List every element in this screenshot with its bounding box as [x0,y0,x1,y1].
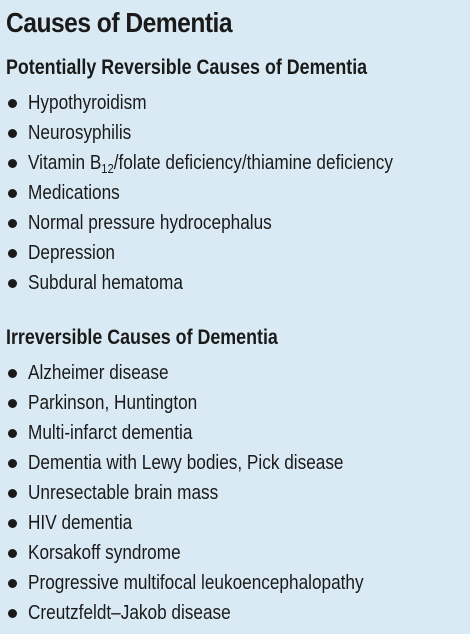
list-item: HIV dementia [6,508,460,538]
bullet-icon [8,99,17,108]
list-item: Progressive multifocal leukoencephalopat… [6,568,460,598]
bullet-icon [8,549,17,558]
bullet-icon [8,189,17,198]
bullet-icon [8,489,17,498]
page-title: Causes of Dementia [6,7,233,38]
bullet-icon [8,459,17,468]
list-item: Alzheimer disease [6,358,460,388]
list-item: Hypothyroidism [6,88,460,118]
bullet-icon [8,579,17,588]
irreversible-causes-list: Alzheimer disease Parkinson, Huntington … [6,358,460,628]
bullet-icon [8,129,17,138]
bullet-icon [8,399,17,408]
bullet-icon [8,159,17,168]
list-item: Vitamin B12/folate deficiency/thiamine d… [6,148,460,178]
list-item: Dementia with Lewy bodies, Pick disease [6,448,460,478]
bullet-icon [8,429,17,438]
list-item: Multi-infarct dementia [6,418,460,448]
reversible-causes-list: Hypothyroidism Neurosyphilis Vitamin B12… [6,88,460,298]
bullet-icon [8,609,17,618]
list-item: Depression [6,238,460,268]
list-item: Korsakoff syndrome [6,538,460,568]
list-item: Unresectable brain mass [6,478,460,508]
bullet-icon [8,219,17,228]
irreversible-causes-heading: Irreversible Causes of Dementia [6,326,278,349]
list-item: Parkinson, Huntington [6,388,460,418]
bullet-icon [8,249,17,258]
list-item: Creutzfeldt–Jakob disease [6,598,460,628]
bullet-icon [8,519,17,528]
bullet-icon [8,369,17,378]
reversible-causes-heading: Potentially Reversible Causes of Dementi… [6,56,368,79]
list-item: Neurosyphilis [6,118,460,148]
list-item: Medications [6,178,460,208]
list-item: Subdural hematoma [6,268,460,298]
bullet-icon [8,279,17,288]
list-item: Normal pressure hydrocephalus [6,208,460,238]
